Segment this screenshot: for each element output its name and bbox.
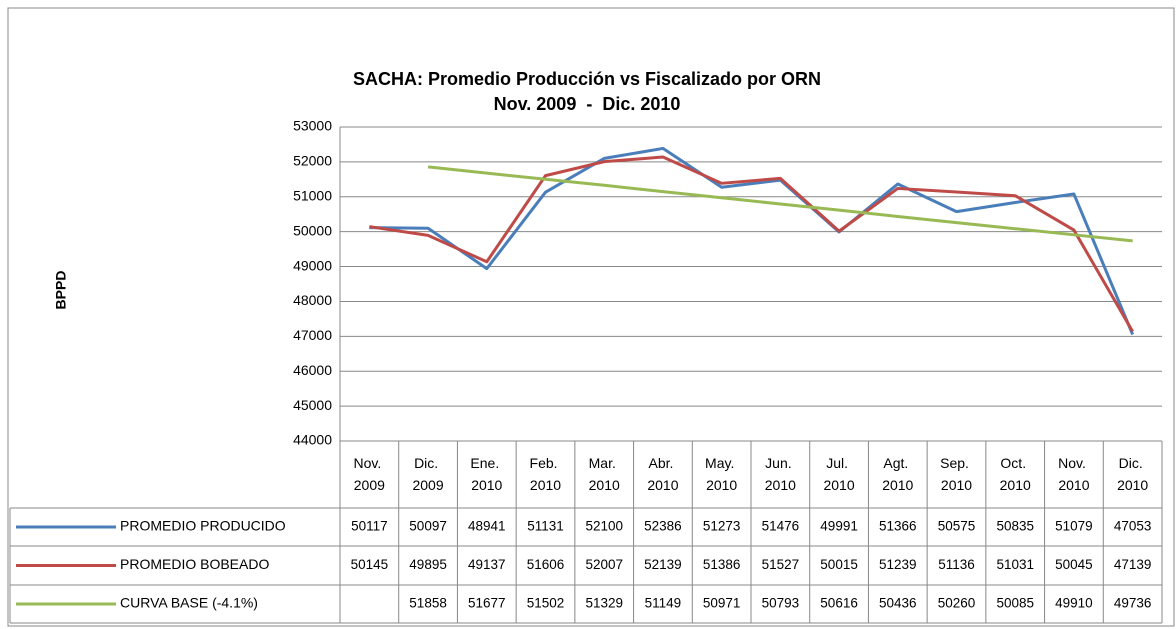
chart-title: SACHA: Promedio Producción vs Fiscalizad… — [353, 69, 821, 89]
table-value: 50015 — [820, 557, 858, 572]
table-value: 51031 — [996, 557, 1034, 572]
table-value: 51476 — [762, 519, 800, 534]
table-value: 49137 — [468, 557, 506, 572]
y-tick-label: 47000 — [293, 327, 332, 343]
x-tick-label: Abr. 2010 — [647, 455, 678, 493]
table-value: 47053 — [1114, 519, 1152, 534]
table-value: 51502 — [527, 596, 565, 611]
table-value: 52386 — [644, 519, 682, 534]
y-tick-label: 45000 — [293, 397, 332, 413]
table-value: 51858 — [409, 596, 447, 611]
table-value: 51329 — [585, 596, 623, 611]
x-tick-label: Feb. 2010 — [530, 455, 562, 493]
y-axis-label: BPPD — [53, 271, 69, 310]
x-tick-label: Dic. 2009 — [412, 455, 443, 493]
table-value: 49910 — [1055, 596, 1093, 611]
table-value: 47139 — [1114, 557, 1152, 572]
table-value: 51149 — [645, 596, 682, 611]
x-tick-label: Agt. 2010 — [882, 455, 913, 493]
chart-subtitle: Nov. 2009 - Dic. 2010 — [494, 94, 681, 114]
x-tick-label: Oct. 2010 — [1000, 455, 1031, 493]
table-value: 50616 — [820, 596, 858, 611]
table-value: 51273 — [703, 519, 741, 534]
table-value: 51079 — [1055, 519, 1093, 534]
table-value: 49895 — [409, 557, 447, 572]
table-value: 51366 — [879, 519, 917, 534]
table-value: 51136 — [938, 557, 975, 572]
x-tick-label: Mar. 2010 — [589, 455, 620, 493]
table-value: 50085 — [996, 596, 1034, 611]
table-value: 50835 — [996, 519, 1034, 534]
table-value: 50117 — [351, 519, 388, 534]
y-tick-label: 51000 — [293, 187, 332, 203]
table-value: 50793 — [762, 596, 800, 611]
y-tick-label: 52000 — [293, 153, 332, 169]
table-value: 49736 — [1114, 596, 1152, 611]
y-tick-label: 46000 — [293, 362, 332, 378]
table-value: 51239 — [879, 557, 917, 572]
table-value: 51677 — [468, 596, 506, 611]
y-tick-label: 49000 — [293, 257, 332, 273]
table-value: 51131 — [527, 519, 564, 534]
table-value: 50971 — [703, 596, 741, 611]
table-value: 51386 — [703, 557, 741, 572]
table-value: 50436 — [879, 596, 917, 611]
x-tick-label: Jul. 2010 — [823, 455, 854, 493]
legend-label: PROMEDIO PRODUCIDO — [120, 518, 286, 534]
chart-border — [7, 7, 1175, 627]
legend-label: PROMEDIO BOBEADO — [120, 556, 269, 572]
series-line — [369, 146, 1135, 336]
table-value: 50575 — [938, 519, 976, 534]
y-tick-label: 44000 — [293, 432, 332, 448]
table-value: 51606 — [527, 557, 565, 572]
table-value: 52139 — [644, 557, 682, 572]
table-value: 50260 — [938, 596, 976, 611]
table-value: 48941 — [468, 519, 506, 534]
x-tick-label: Dic. 2010 — [1117, 455, 1148, 493]
x-tick-label: May. 2010 — [705, 455, 738, 493]
x-tick-label: Jun. 2010 — [765, 455, 796, 493]
series-line — [427, 165, 1133, 243]
x-tick-label: Ene. 2010 — [470, 455, 503, 493]
table-value: 49991 — [820, 519, 858, 534]
table-value: 50045 — [1055, 557, 1093, 572]
table-value: 52007 — [585, 557, 623, 572]
x-tick-label: Sep. 2010 — [940, 455, 973, 493]
series-line — [369, 155, 1134, 333]
table-value: 52100 — [585, 519, 623, 534]
x-tick-label: Nov. 2009 — [354, 455, 386, 493]
y-tick-label: 50000 — [293, 222, 332, 238]
y-tick-label: 53000 — [293, 118, 332, 134]
legend-label: CURVA BASE (-4.1%) — [120, 595, 258, 611]
x-tick-label: Nov. 2010 — [1058, 455, 1090, 493]
y-tick-label: 48000 — [293, 292, 332, 308]
table-value: 50145 — [351, 557, 389, 572]
table-value: 51527 — [762, 557, 800, 572]
table-value: 50097 — [409, 519, 447, 534]
